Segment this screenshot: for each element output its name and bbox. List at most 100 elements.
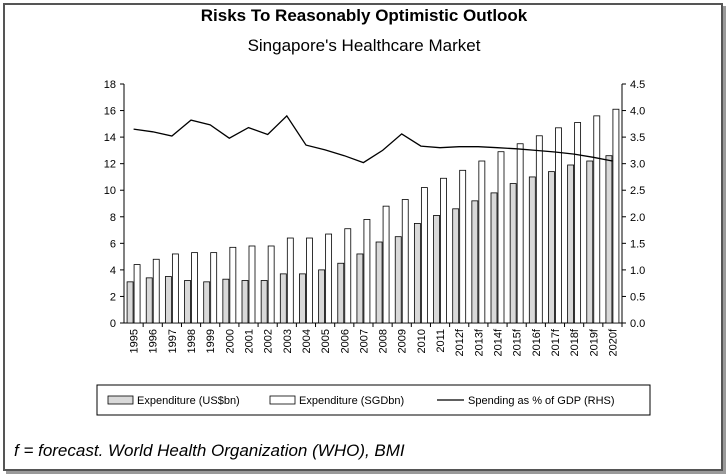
bar-expenditure-usd [567, 164, 575, 324]
x-axis-tick-label: 2001 [244, 329, 256, 353]
bar-expenditure-sgd [401, 199, 409, 324]
bar-expenditure-sgd [191, 252, 198, 324]
bar-expenditure-usd [318, 269, 326, 324]
left-axis-tick-label: 10 [104, 185, 116, 197]
legend-label-spending-pct-gdp: Spending as % of GDP (RHS) [468, 395, 615, 407]
bar-expenditure-usd [548, 171, 555, 324]
right-axis-tick-label: 2.5 [630, 185, 645, 197]
line-spending-pct-gdp [133, 114, 613, 164]
bar-expenditure-sgd [152, 258, 160, 324]
bar-expenditure-usd [241, 280, 249, 324]
legend-label-expenditure-sgd: Expenditure (SGDbn) [299, 395, 404, 407]
x-axis-tick-label: 2007 [358, 329, 370, 353]
left-axis-tick-label: 4 [110, 265, 116, 277]
right-axis-tick-label: 1.0 [630, 265, 645, 277]
bar-expenditure-sgd [325, 233, 333, 324]
x-axis-tick-label: 2012f [454, 328, 466, 356]
bar-expenditure-sgd [574, 122, 582, 324]
bar-expenditure-usd [260, 280, 268, 324]
right-axis-tick-label: 2.0 [630, 212, 645, 224]
legend-swatch-expenditure-usd [107, 395, 134, 405]
bar-expenditure-usd [356, 253, 364, 324]
bar-expenditure-usd [490, 192, 498, 324]
bar-expenditure-usd [222, 278, 230, 324]
bar-expenditure-sgd [478, 160, 486, 324]
bar-expenditure-sgd [306, 237, 313, 324]
bar-expenditure-sgd [229, 246, 237, 324]
right-axis-tick-label: 4.0 [630, 106, 645, 118]
x-axis-tick-label: 2005 [320, 329, 332, 353]
x-axis-tick-label: 2003 [282, 329, 294, 353]
bar-expenditure-sgd [210, 252, 218, 324]
bar-expenditure-sgd [593, 115, 601, 324]
legend-label-expenditure-usd: Expenditure (US$bn) [137, 395, 240, 407]
right-axis-tick-label: 4.5 [630, 79, 645, 91]
x-axis-tick-label: 2013f [473, 328, 485, 356]
bar-expenditure-sgd [363, 219, 371, 324]
bar-expenditure-usd [605, 155, 613, 324]
bar-expenditure-usd [509, 183, 517, 324]
legend-swatch-expenditure-sgd [269, 395, 296, 405]
x-axis-tick-label: 1995 [129, 329, 141, 353]
x-axis-tick-label: 2006 [339, 329, 351, 353]
x-axis-tick-label: 2004 [301, 329, 313, 353]
bar-expenditure-sgd [535, 135, 543, 324]
x-axis-tick-label: 1996 [148, 329, 160, 353]
right-axis-tick-label: 0.5 [630, 291, 645, 303]
bar-expenditure-usd [394, 236, 402, 324]
right-axis-tick-label: 0.0 [630, 318, 645, 330]
bar-expenditure-usd [184, 280, 191, 324]
bar-expenditure-sgd [555, 127, 562, 324]
left-axis-tick-label: 12 [104, 159, 116, 171]
x-axis-tick-label: 2020f [607, 328, 619, 356]
bar-expenditure-sgd [459, 169, 467, 324]
chart-subtitle: Singapore's Healthcare Market [247, 36, 481, 55]
chart-title: Risks To Reasonably Optimistic Outlook [200, 6, 528, 25]
bar-expenditure-sgd [248, 245, 256, 324]
bar-expenditure-usd [433, 215, 440, 324]
bar-expenditure-usd [337, 262, 345, 324]
bar-expenditure-usd [279, 273, 287, 324]
bar-expenditure-usd [586, 160, 594, 324]
bar-expenditure-usd [126, 281, 134, 324]
x-axis-tick-label: 2002 [263, 329, 275, 353]
bar-expenditure-usd [528, 176, 536, 324]
bar-expenditure-usd [452, 208, 460, 324]
x-axis-tick-label: 1998 [186, 329, 198, 353]
bar-expenditure-sgd [497, 151, 505, 324]
x-axis-tick-label: 2009 [397, 329, 409, 353]
x-axis-tick-label: 2016f [531, 328, 543, 356]
x-axis-tick-label: 2017f [550, 328, 562, 356]
bar-expenditure-usd [471, 200, 479, 324]
x-axis-tick-label: 2019f [588, 328, 600, 356]
bar-expenditure-sgd [171, 253, 179, 324]
bar-expenditure-sgd [612, 108, 620, 324]
bar-expenditure-sgd [516, 143, 524, 324]
bar-expenditure-usd [375, 241, 383, 324]
bar-expenditure-usd [145, 277, 153, 324]
x-axis-tick-label: 2015f [512, 328, 524, 356]
x-axis-tick-label: 1997 [167, 329, 179, 353]
bar-expenditure-usd [413, 223, 421, 324]
left-axis-tick-label: 0 [110, 318, 116, 330]
bar-expenditure-usd [203, 281, 211, 324]
x-axis-tick-label: 2018f [569, 328, 581, 356]
x-axis-tick-label: 1999 [205, 329, 217, 353]
left-axis-tick-label: 18 [104, 79, 116, 91]
source-footnote: f = forecast. World Health Organization … [14, 441, 405, 460]
x-axis-tick-label: 2014f [493, 328, 505, 356]
left-axis-tick-label: 16 [104, 106, 116, 118]
left-axis-tick-label: 6 [110, 238, 116, 250]
x-axis-tick-label: 2000 [224, 329, 236, 353]
bar-expenditure-usd [299, 273, 306, 324]
x-axis-tick-label: 2008 [378, 329, 390, 353]
bar-expenditure-sgd [420, 187, 428, 324]
bar-expenditure-usd [164, 276, 172, 324]
right-axis-tick-label: 3.5 [630, 132, 645, 144]
x-axis-tick-label: 2011 [435, 329, 447, 353]
bar-expenditure-sgd [382, 205, 390, 324]
right-axis-tick-label: 3.0 [630, 159, 645, 171]
bar-expenditure-sgd [440, 177, 447, 324]
bar-expenditure-sgd [344, 228, 352, 324]
